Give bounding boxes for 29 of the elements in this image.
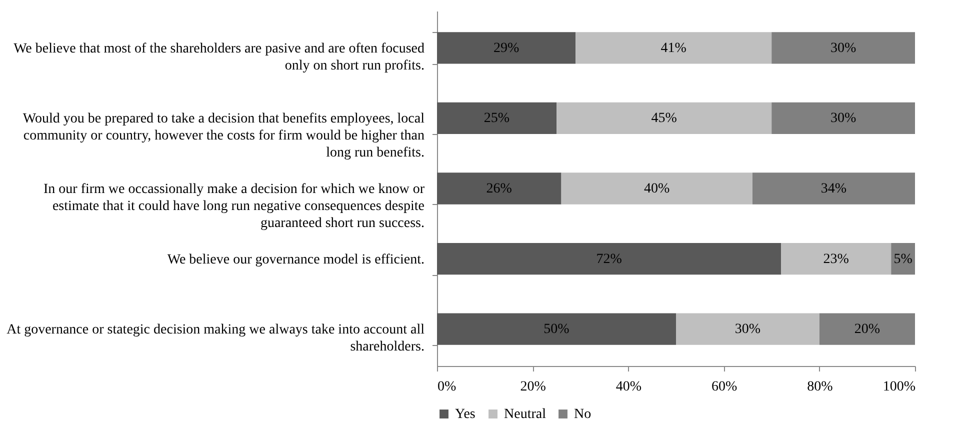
legend-label: Neutral [504,407,546,422]
legend-label: No [574,407,592,422]
x-tick-label: 60% [711,380,738,394]
data-label: 41% [660,40,687,56]
data-label: 5% [894,252,913,267]
legend-label: Yes [455,407,476,422]
x-tick-label: 20% [520,380,546,394]
x-tick-label: 40% [616,380,642,394]
data-label: 40% [644,182,670,196]
y-tick-label: We believe that most of the shareholders are pasive and are often focused only on short run profits. [14,41,424,74]
y-tick-label: At governance or stategic decision making we always take into account all shareholders. [6,322,425,355]
data-label: 23% [823,252,850,267]
y-tick-label: In our firm we occassionally make a decision for which we know or estimate that it could have long run negative consequences despite guaranteed short run success. [44,182,425,231]
y-tick-label: Would you be prepared to take a decision that benefits employees, local community or country, however the costs for firm would be higher than long run benefits. [22,112,425,161]
data-label: 30% [830,111,856,126]
data-label: 50% [544,322,570,338]
data-label: 34% [820,182,847,196]
data-label: 30% [734,322,761,338]
x-tick-label: 80% [807,380,834,394]
data-label: 20% [854,322,880,338]
data-label: 26% [486,182,512,196]
data-label: 29% [493,40,520,56]
data-label: 45% [651,111,678,126]
x-tick-label: 100% [882,380,916,394]
x-tick-label: 0% [438,380,456,394]
data-label: 72% [596,252,622,267]
data-label: 25% [484,111,510,126]
data-label: 30% [830,40,856,56]
y-tick-label: We believe our governance model is efficient. [167,252,424,268]
